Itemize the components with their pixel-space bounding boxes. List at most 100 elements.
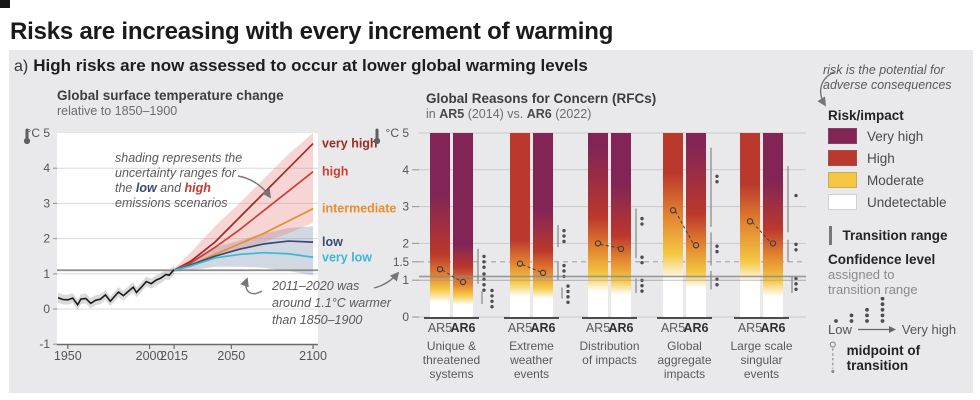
group-label: Distribution [579, 339, 639, 353]
confidence-dot [794, 282, 798, 286]
confidence-dot [490, 305, 494, 309]
x-tick-label: 1950 [54, 349, 82, 363]
midpoint-icon [829, 341, 836, 373]
annotation-arrow [240, 277, 263, 295]
confidence-dot [562, 239, 566, 244]
group-label: impacts [664, 367, 705, 381]
band-0 [174, 226, 314, 276]
confidence-dot [566, 289, 570, 294]
annotation-arrow [373, 271, 400, 289]
y-tick-label: 4 [43, 161, 50, 175]
group-label: events [744, 367, 779, 381]
scenario-label: very low [322, 250, 372, 264]
y-tick-label: 3 [43, 196, 50, 210]
corner-mark [0, 0, 10, 8]
y-tick-label: 2 [43, 232, 50, 246]
y-tick-label: 3 [402, 200, 409, 214]
group-label: threatened [423, 353, 480, 367]
confidence-dot [715, 283, 719, 287]
x-tick-label: 2100 [299, 349, 327, 363]
group-label: singular [740, 353, 782, 367]
midpoint-connector [442, 269, 461, 282]
midpoint-ar6 [692, 242, 700, 249]
confidence-dot [482, 254, 486, 259]
y-tick-label: 4 [402, 163, 409, 177]
scenario-line-high [173, 171, 314, 272]
bar-label-ar5: AR5 [428, 321, 452, 335]
bar-label-ar5: AR5 [738, 321, 762, 335]
scenario-line-very-high [173, 142, 314, 272]
legend-transition-range: Transition range [829, 226, 948, 245]
midpoint-ar5 [594, 240, 602, 247]
group-label: systems [429, 367, 473, 381]
midpoint-ar5 [516, 260, 524, 267]
y-tick-label: 1 [402, 273, 409, 287]
band-1 [174, 133, 314, 273]
confidence-dot [715, 180, 719, 184]
confidence-dot [482, 272, 486, 276]
confidence-dot [482, 265, 486, 269]
ember-bar-0-ar5 [430, 133, 450, 317]
ember-bar-3-ar6 [686, 133, 706, 317]
y-axis-unit: °C 5 [386, 126, 410, 140]
annotation-warming: than 1850–1900 [272, 313, 362, 327]
midpoint-ar5 [436, 265, 444, 273]
high-swatch [828, 150, 857, 166]
group-label: Large scale [730, 339, 792, 353]
midpoint-ar5 [746, 218, 754, 225]
group-label: Unique & [427, 339, 476, 353]
confidence-dot [715, 174, 719, 178]
bar-label-ar5: AR5 [661, 321, 685, 335]
bar-label-ar5: AR5 [508, 321, 532, 335]
transition-range-icon [829, 226, 832, 245]
confidence-dot [640, 284, 644, 288]
legend-confidence-scale: Low Very high [828, 322, 957, 337]
midpoint-ar6 [539, 269, 547, 277]
legend-note-arrow [817, 71, 835, 107]
y-tick-label: 1.5 [393, 257, 409, 269]
temp-chart-subtitle: relative to 1850–1900 [57, 104, 178, 118]
group-label: Global [667, 339, 702, 353]
midpoint-ar6 [459, 278, 467, 286]
group-label: aggregate [657, 353, 711, 367]
confidence-dot [482, 260, 486, 264]
y-tick-label: 1 [43, 267, 50, 281]
annotation-shading: emissions scenarios [115, 196, 228, 210]
historical-line [57, 269, 175, 307]
annotation-warming: around 1.1°C warmer [272, 296, 392, 310]
ember-bar-2-ar6 [611, 133, 631, 317]
x-tick-label: 2015 [160, 349, 188, 363]
confidence-dot [482, 283, 486, 287]
confidence-dot [562, 228, 566, 233]
annotation-shading: shading represents the [115, 151, 242, 165]
confidence-dot [566, 295, 570, 299]
ember-bar-2-ar5 [588, 133, 608, 317]
group-label: of impacts [582, 353, 637, 367]
confidence-dot [640, 289, 644, 293]
x-tick-label: 2050 [217, 349, 245, 363]
annotation-shading: the low and high [115, 181, 211, 195]
scenario-line-very-low [173, 251, 314, 272]
midpoint-ar6 [617, 245, 625, 253]
group-label: Extreme [509, 339, 554, 353]
confidence-dot [715, 244, 719, 248]
panel-label-text: High risks are now assessed to occur at … [33, 56, 588, 75]
confidence-dot [640, 260, 644, 265]
confidence-dot [640, 216, 644, 221]
midpoint-connector [675, 211, 694, 245]
confidence-dot [566, 284, 570, 288]
ember-bar-1-ar6 [533, 133, 553, 317]
panel-label: a) High risks are now assessed to occur a… [14, 56, 588, 76]
y-tick-label: 0 [402, 310, 409, 324]
undetectable-swatch [828, 194, 857, 210]
ember-bar-4-ar5 [740, 133, 760, 317]
temp-chart-title: Global surface temperature change [57, 88, 284, 103]
midpoint-ar6 [769, 240, 777, 247]
confidence-dot [562, 234, 566, 238]
midpoint-connector [752, 221, 771, 243]
group-label: events [514, 367, 549, 381]
ember-bar-4-ar6 [763, 133, 783, 317]
confidence-dot [562, 269, 566, 273]
confidence-dot [490, 299, 494, 303]
